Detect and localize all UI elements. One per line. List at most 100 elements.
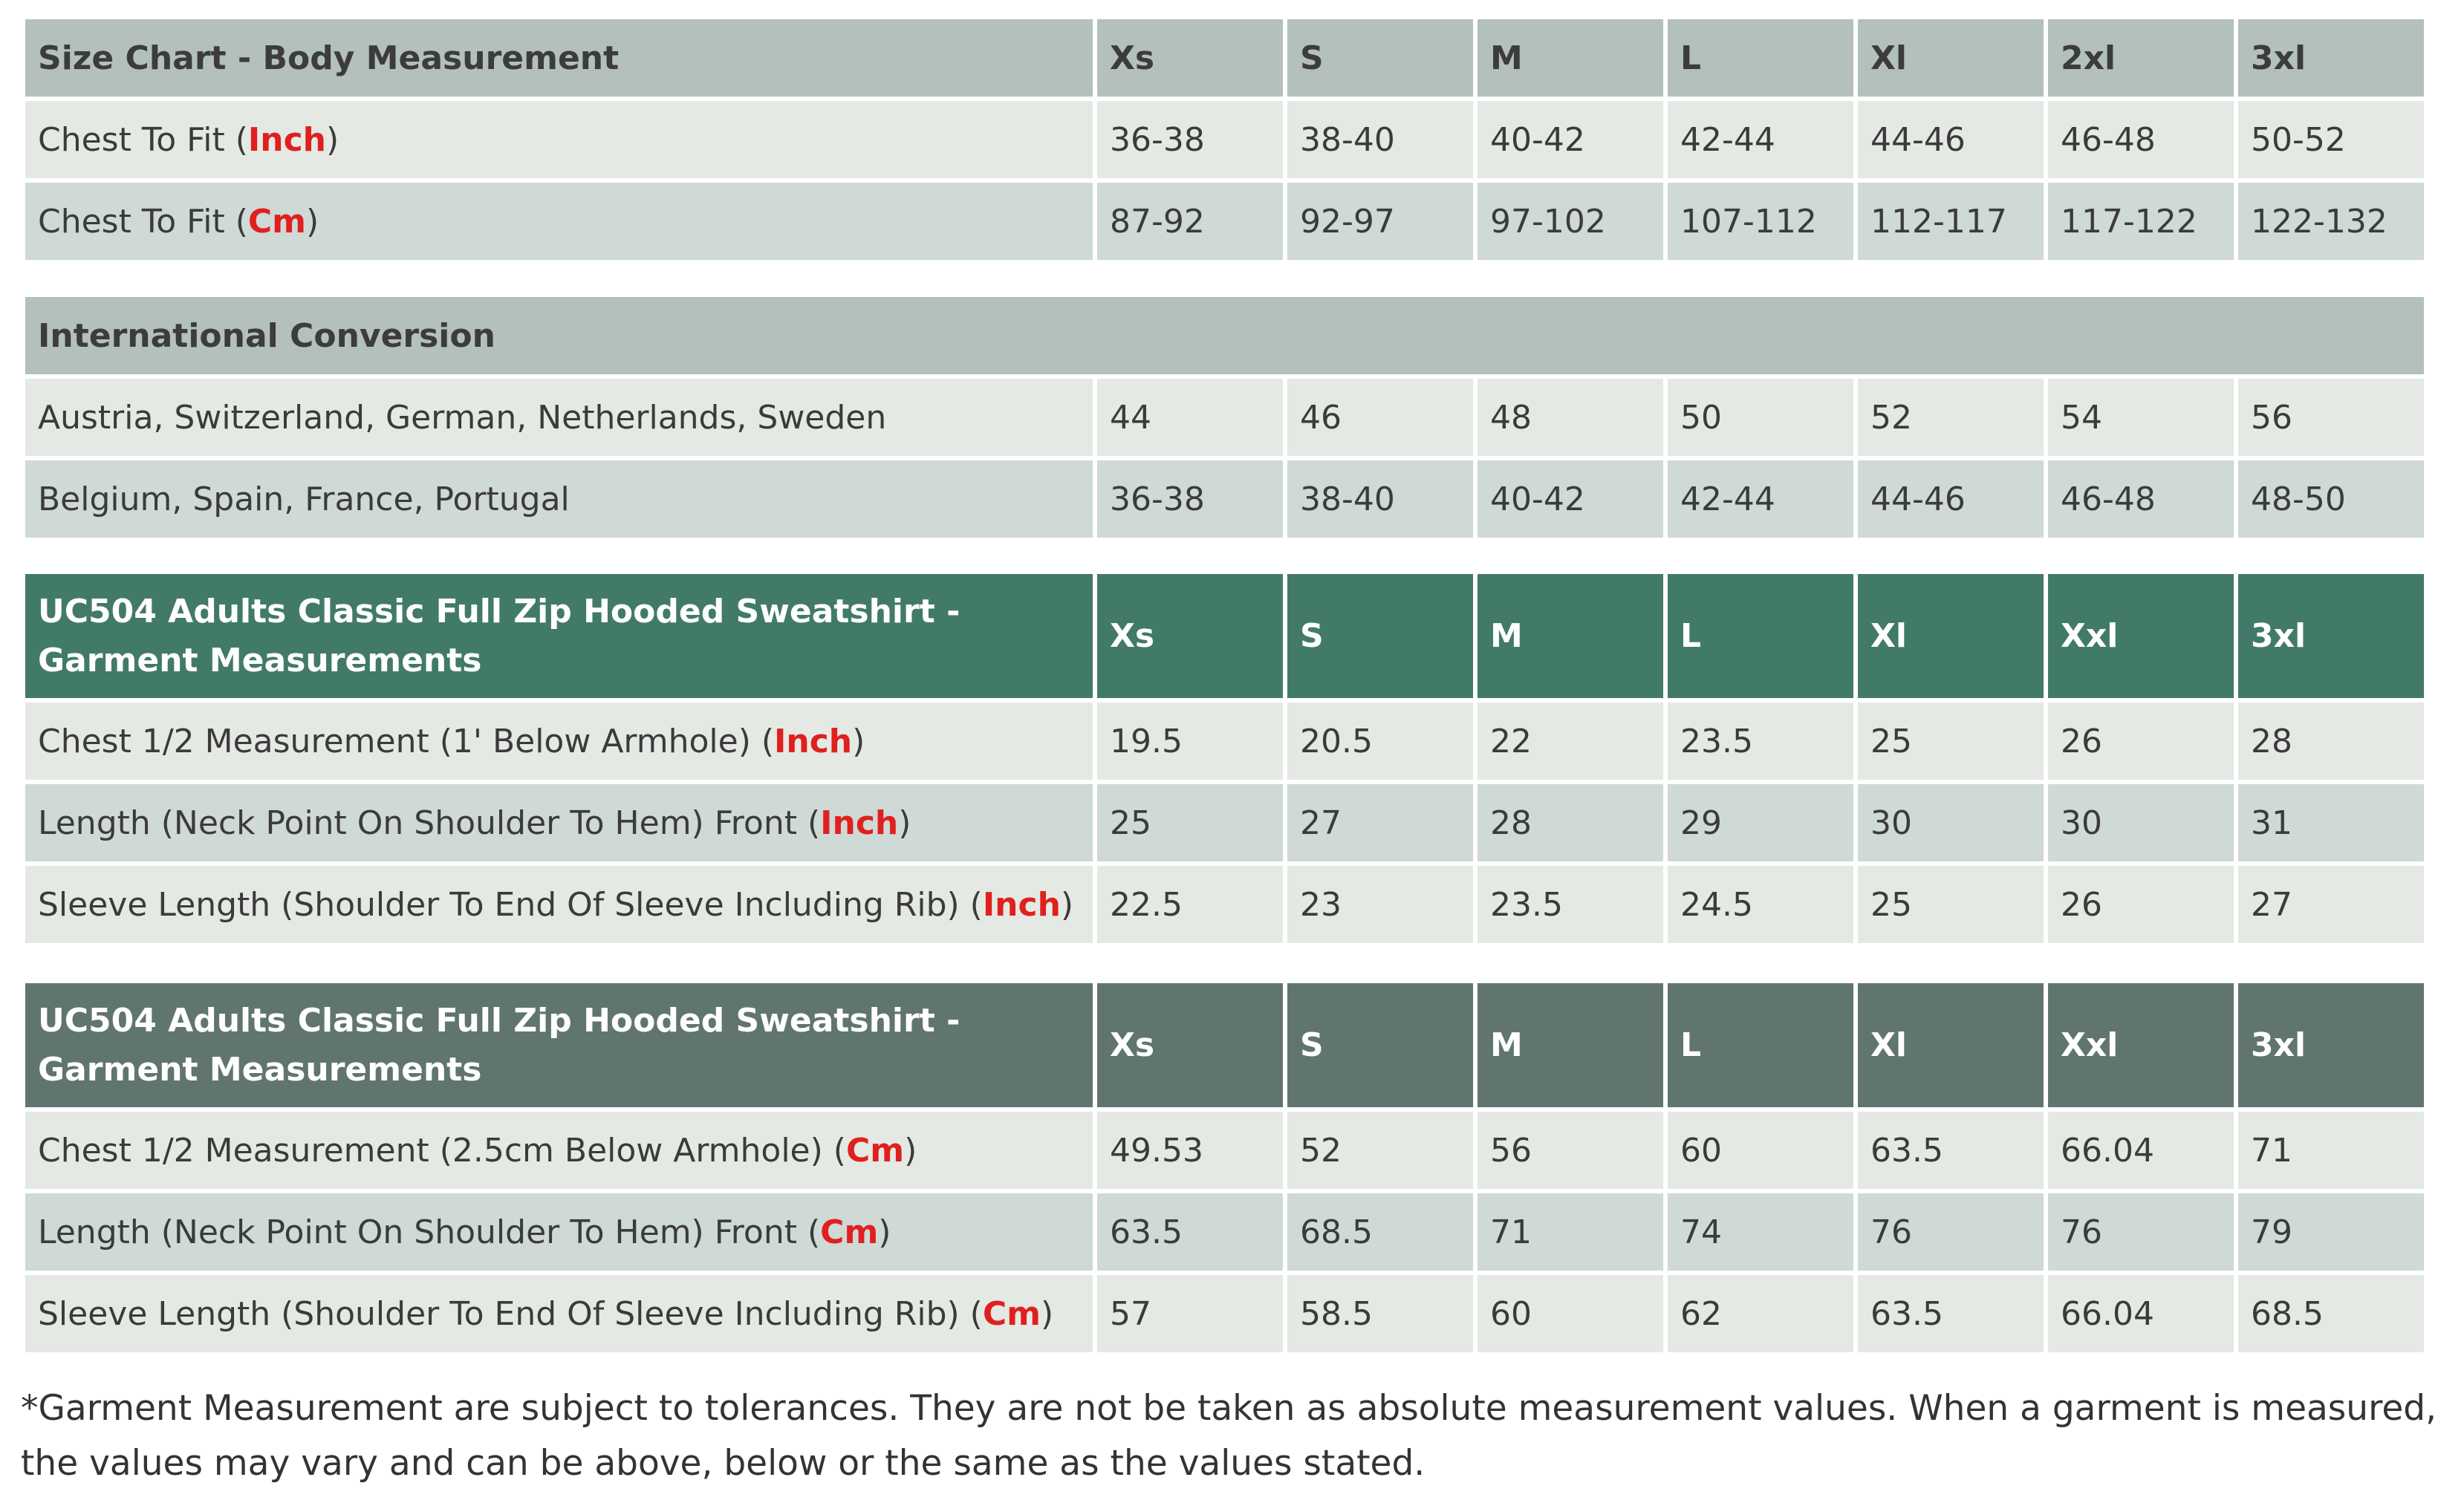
size-header: S [1287, 983, 1473, 1107]
cell-value: 38-40 [1287, 460, 1473, 538]
size-header: Xl [1858, 983, 2044, 1107]
size-header: 3xl [2238, 983, 2424, 1107]
cell-value: 23.5 [1668, 703, 1853, 780]
cell-value: 44-46 [1858, 460, 2044, 538]
size-header: Xl [1858, 19, 2044, 97]
size-header: Xl [1858, 574, 2044, 698]
row-label: Length (Neck Point On Shoulder To Hem) F… [25, 784, 1093, 861]
garment-cm-table-header: UC504 Adults Classic Full Zip Hooded Swe… [25, 983, 2424, 1107]
table-row: Sleeve Length (Shoulder To End Of Sleeve… [25, 1275, 2424, 1352]
unit-label: Cm [820, 1213, 879, 1251]
international-conversion-table: International Conversion Austria, Switze… [21, 293, 2428, 542]
cell-value: 22 [1478, 703, 1663, 780]
garment-inch-table-header: UC504 Adults Classic Full Zip Hooded Swe… [25, 574, 2424, 698]
size-header: Xs [1097, 574, 1283, 698]
cell-value: 30 [2048, 784, 2234, 861]
cell-value: 26 [2048, 703, 2234, 780]
cell-value: 20.5 [1287, 703, 1473, 780]
size-header: 3xl [2238, 19, 2424, 97]
cell-value: 28 [1478, 784, 1663, 861]
cell-value: 92-97 [1287, 183, 1473, 260]
cell-value: 25 [1858, 866, 2044, 943]
cell-value: 66.04 [2048, 1275, 2234, 1352]
body-measurement-table: Size Chart - Body Measurement Xs S M L X… [21, 15, 2428, 264]
cell-value: 19.5 [1097, 703, 1283, 780]
conversion-table-header: International Conversion [25, 297, 2425, 374]
cell-value: 97-102 [1478, 183, 1663, 260]
cell-value: 63.5 [1858, 1112, 2044, 1189]
table-row: Austria, Switzerland, German, Netherland… [25, 379, 2425, 456]
cell-value: 107-112 [1668, 183, 1853, 260]
row-label: Austria, Switzerland, German, Netherland… [25, 379, 1093, 456]
unit-label: Inch [774, 722, 853, 760]
size-header: L [1668, 19, 1853, 97]
cell-value: 74 [1668, 1193, 1853, 1271]
garment-cm-table: UC504 Adults Classic Full Zip Hooded Swe… [21, 979, 2428, 1357]
cell-value: 50-52 [2238, 101, 2424, 178]
body-table-header: Size Chart - Body Measurement Xs S M L X… [25, 19, 2424, 97]
cell-value: 49.53 [1097, 1112, 1283, 1189]
cell-value: 63.5 [1858, 1275, 2044, 1352]
row-label: Chest 1/2 Measurement (1' Below Armhole)… [25, 703, 1093, 780]
cell-value: 57 [1097, 1275, 1283, 1352]
cell-value: 27 [2238, 866, 2424, 943]
cell-value: 60 [1668, 1112, 1853, 1189]
cell-value: 44-46 [1858, 101, 2044, 178]
size-header: L [1668, 574, 1853, 698]
size-header: L [1668, 983, 1853, 1107]
cell-value: 58.5 [1287, 1275, 1473, 1352]
unit-label: Cm [247, 202, 307, 241]
cell-value: 22.5 [1097, 866, 1283, 943]
cell-value: 52 [1858, 379, 2044, 456]
body-table-title: Size Chart - Body Measurement [25, 19, 1093, 97]
cell-value: 66.04 [2048, 1112, 2234, 1189]
cell-value: 87-92 [1097, 183, 1283, 260]
cell-value: 56 [1478, 1112, 1663, 1189]
garment-inch-table: UC504 Adults Classic Full Zip Hooded Swe… [21, 570, 2428, 948]
cell-value: 52 [1287, 1112, 1473, 1189]
cell-value: 122-132 [2238, 183, 2424, 260]
table-row: Sleeve Length (Shoulder To End Of Sleeve… [25, 866, 2424, 943]
table-row: Length (Neck Point On Shoulder To Hem) F… [25, 1193, 2424, 1271]
cell-value: 46-48 [2048, 101, 2234, 178]
table-row: Chest To Fit (Cm) 87-92 92-97 97-102 107… [25, 183, 2424, 260]
unit-label: Inch [982, 885, 1061, 924]
cell-value: 26 [2048, 866, 2234, 943]
table-row: Length (Neck Point On Shoulder To Hem) F… [25, 784, 2424, 861]
cell-value: 23 [1287, 866, 1473, 943]
unit-label: Inch [247, 120, 326, 159]
cell-value: 40-42 [1478, 460, 1663, 538]
cell-value: 50 [1668, 379, 1853, 456]
cell-value: 25 [1858, 703, 2044, 780]
cell-value: 63.5 [1097, 1193, 1283, 1271]
cell-value: 40-42 [1478, 101, 1663, 178]
cell-value: 24.5 [1668, 866, 1853, 943]
cell-value: 62 [1668, 1275, 1853, 1352]
size-header: M [1478, 19, 1663, 97]
cell-value: 48 [1478, 379, 1663, 456]
cell-value: 31 [2238, 784, 2424, 861]
garment-cm-table-title: UC504 Adults Classic Full Zip Hooded Swe… [25, 983, 1093, 1107]
row-label: Sleeve Length (Shoulder To End Of Sleeve… [25, 866, 1093, 943]
cell-value: 60 [1478, 1275, 1663, 1352]
cell-value: 76 [1858, 1193, 2044, 1271]
cell-value: 54 [2048, 379, 2234, 456]
cell-value: 36-38 [1097, 460, 1283, 538]
size-header: M [1478, 574, 1663, 698]
cell-value: 79 [2238, 1193, 2424, 1271]
cell-value: 23.5 [1478, 866, 1663, 943]
row-label: Chest To Fit (Cm) [25, 183, 1093, 260]
cell-value: 28 [2238, 703, 2424, 780]
cell-value: 44 [1097, 379, 1283, 456]
cell-value: 42-44 [1668, 101, 1853, 178]
garment-inch-table-title: UC504 Adults Classic Full Zip Hooded Swe… [25, 574, 1093, 698]
table-row: Chest 1/2 Measurement (2.5cm Below Armho… [25, 1112, 2424, 1189]
size-header: Xs [1097, 19, 1283, 97]
cell-value: 46-48 [2048, 460, 2234, 538]
cell-value: 30 [1858, 784, 2044, 861]
size-header: Xxl [2048, 983, 2234, 1107]
cell-value: 68.5 [2238, 1275, 2424, 1352]
cell-value: 46 [1287, 379, 1473, 456]
size-header: Xs [1097, 983, 1283, 1107]
row-label: Length (Neck Point On Shoulder To Hem) F… [25, 1193, 1093, 1271]
